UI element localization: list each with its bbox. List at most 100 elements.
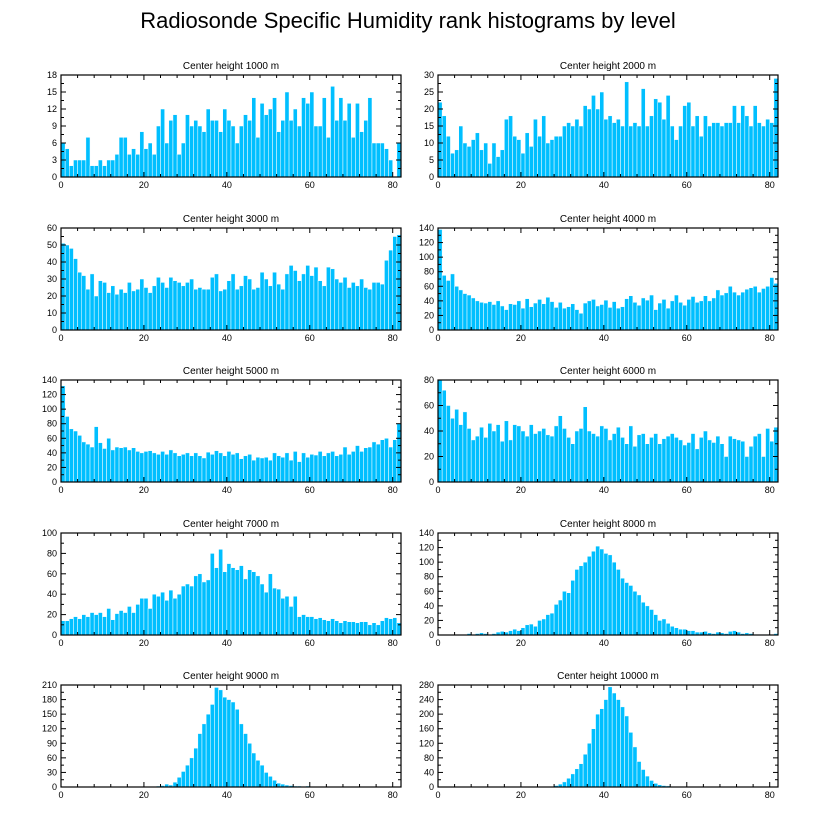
histogram-bar [582,753,588,788]
histogram-bar [205,451,211,483]
histogram-bar [268,285,273,331]
histogram-bar [657,443,663,483]
histogram-bar [649,294,654,331]
x-tick-label: 60 [682,790,692,800]
histogram-bar [607,439,613,483]
histogram-bar [582,105,588,178]
histogram-bar [599,91,605,178]
histogram-bar [537,135,542,178]
histogram-bar [624,298,629,331]
histogram-bar [375,624,381,636]
histogram-bar [388,159,393,178]
histogram-bar [499,305,505,331]
histogram-bar [620,706,625,788]
histogram-bar [189,585,194,636]
histogram-bar [483,437,489,483]
histogram-bar [301,614,306,636]
histogram-bar [106,608,112,636]
histogram-bar [562,125,567,178]
histogram-bar [458,289,464,331]
histogram-bar [694,448,700,483]
histogram-bar [487,423,493,483]
histogram-bar [466,146,472,178]
panel-6: Center height 6000 m 0 20 40 60 80 0 20 40 60 80 [424,366,779,495]
histogram-bar [636,304,642,331]
histogram-bar [85,288,91,331]
histogram-bar [487,163,493,178]
y-tick-label: 120 [42,390,57,400]
y-tick-label: 40 [424,767,434,777]
histogram-bar [168,120,174,178]
histogram-bar [234,709,240,788]
histogram-bar [284,452,290,483]
histogram-bar [330,268,335,331]
histogram-bar [131,447,136,483]
histogram-bar [172,598,178,636]
histogram-bar [533,626,538,636]
histogram-bar [164,454,170,483]
histogram-bar [392,236,398,331]
histogram-bar [632,746,638,788]
histogram-bar [164,600,170,636]
histogram-bar [251,571,257,636]
y-tick-label: 3 [52,155,57,165]
histogram-bar [127,606,132,636]
histogram-bar [703,115,708,178]
y-tick-label: 9 [52,121,57,131]
histogram-bar [201,288,207,331]
histogram-bar [595,545,600,636]
histogram-bar [263,591,269,636]
histogram-bar [740,105,746,178]
histogram-bar [210,120,215,178]
histogram-bar [342,620,348,636]
histogram-bar [723,292,729,331]
panel-2: Center height 2000 m 0 20 40 60 80 0 5 10 15 20 25 3… [424,61,779,190]
histogram-bar [255,287,261,331]
histogram-bar [632,122,638,178]
histogram-bar [470,297,476,331]
histogram-bar [719,125,725,178]
histogram-bar [636,434,642,483]
histogram-bar [757,433,762,483]
histogram-bar [578,312,584,331]
histogram-bar [657,620,663,636]
histogram-bar [355,285,360,331]
histogram-bar [520,430,526,483]
histogram-bar [524,298,530,331]
y-tick-label: 40 [47,257,57,267]
histogram-bar [69,428,74,483]
histogram-bar [151,593,157,636]
histogram-bar [259,271,265,331]
histogram-bar [60,620,66,636]
histogram-bar [180,585,186,636]
histogram-bar [392,439,398,483]
histogram-bar [218,689,223,788]
panel-title: Center height 8000 m [560,519,656,530]
histogram-bar [491,430,497,483]
histogram-bar [595,435,600,483]
histogram-bar [297,616,302,636]
x-tick-label: 20 [516,333,526,343]
histogram-bar [587,556,592,636]
histogram-bar [470,439,476,483]
histogram-bar [230,701,236,788]
x-tick-label: 0 [58,333,63,343]
histogram-bar [748,287,754,331]
histogram-bar [64,416,70,483]
histogram-bar [77,618,82,636]
histogram-bar [475,435,480,483]
histogram-bar [272,587,277,636]
histogram-bar [678,628,683,636]
histogram-bar [89,446,95,483]
histogram-bar [259,583,265,636]
histogram-bar [640,433,646,483]
histogram-bar [317,451,323,483]
x-tick-label: 40 [222,790,232,800]
histogram-bar [636,761,642,788]
histogram-bar [234,569,240,636]
histogram-bar [649,115,654,178]
histogram-bar [64,148,70,178]
histogram-bar [255,137,261,178]
x-tick-label: 60 [305,790,315,800]
histogram-bar [143,598,149,636]
